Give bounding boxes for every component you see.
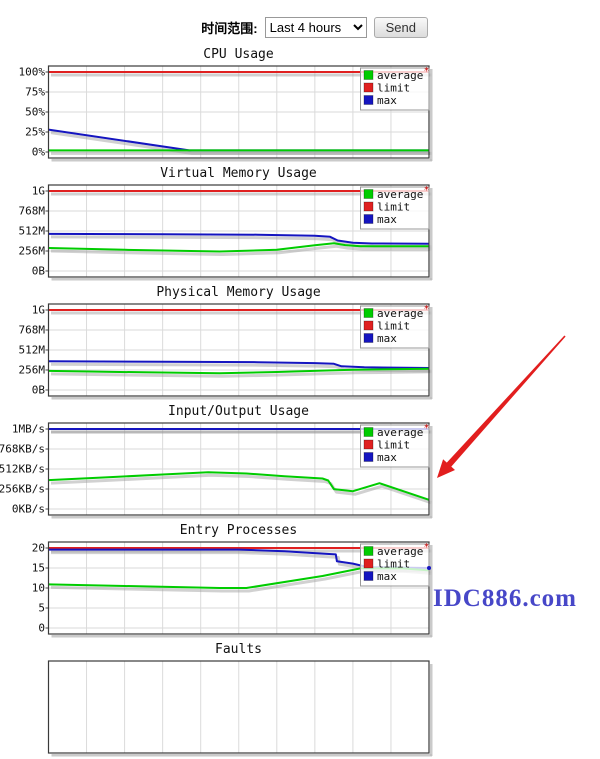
chart-entry-processes: Entry Processes 0 5 10 15 20 average limit max * [0,521,440,640]
svg-text:768KB/s: 768KB/s [0,443,45,456]
charts-container: CPU Usage 0% 25% 50% 75% 100% average limit max… [0,45,600,759]
svg-text:768M: 768M [19,324,46,337]
svg-text:1MB/s: 1MB/s [12,423,45,436]
svg-text:limit: limit [377,439,410,452]
faults-plot [47,660,433,757]
chart-title: Entry Processes [179,523,298,538]
svg-text:768M: 768M [19,205,46,218]
svg-text:15: 15 [32,562,45,575]
svg-text:256M: 256M [19,245,46,258]
chart-title: Physical Memory Usage [156,285,321,300]
svg-text:average: average [377,69,423,82]
svg-text:0B: 0B [32,384,46,397]
time-range-label: 时间范围: [201,20,258,36]
svg-text:max: max [377,451,397,464]
svg-text:*: * [424,66,430,77]
svg-text:*: * [424,304,430,315]
svg-text:1G: 1G [32,304,45,317]
svg-text:limit: limit [377,320,410,333]
chart-title: Virtual Memory Usage [160,166,317,181]
svg-text:average: average [377,307,423,320]
svg-text:0%: 0% [32,146,46,159]
send-button[interactable]: Send [373,16,428,38]
svg-text:limit: limit [377,201,410,214]
svg-text:25%: 25% [25,126,45,139]
svg-text:average: average [377,426,423,439]
svg-text:max: max [377,213,397,226]
svg-text:5: 5 [38,602,45,615]
svg-text:max: max [377,332,397,345]
svg-text:50%: 50% [25,106,45,119]
chart-faults: Faults [0,640,440,759]
svg-text:average: average [377,545,423,558]
chart-cpu-usage: CPU Usage 0% 25% 50% 75% 100% average limit max… [0,45,440,164]
svg-text:0KB/s: 0KB/s [12,503,45,516]
svg-text:limit: limit [377,82,410,95]
svg-text:256KB/s: 256KB/s [0,483,45,496]
svg-text:1G: 1G [32,185,45,198]
svg-text:256M: 256M [19,364,46,377]
svg-text:*: * [424,423,430,434]
chart-title: Faults [215,642,262,657]
chart-io-usage: Input/Output Usage 0KB/s 256KB/s 512KB/s 76… [0,402,440,521]
chart-virtual-memory: Virtual Memory Usage 0B 256M 512M 768M 1G ave… [0,164,440,283]
svg-text:limit: limit [377,558,410,571]
svg-text:512M: 512M [19,344,46,357]
svg-text:0B: 0B [32,265,46,278]
svg-text:512KB/s: 512KB/s [0,463,45,476]
time-range-toolbar: 时间范围: Last 4 hours Send [0,0,600,38]
svg-text:20: 20 [32,542,45,555]
time-range-select[interactable]: Last 4 hours [264,16,367,38]
chart-title: CPU Usage [203,47,274,62]
svg-text:75%: 75% [25,86,45,99]
svg-text:average: average [377,188,423,201]
svg-text:100%: 100% [19,66,46,79]
chart-physical-memory: Physical Memory Usage 0B 256M 512M 768M 1G av… [0,283,440,402]
svg-text:*: * [424,542,430,553]
io-usage-plot: 0KB/s 256KB/s 512KB/s 768KB/s 1MB/s averageli… [0,422,433,519]
chart-title: Input/Output Usage [168,404,309,419]
svg-text:max: max [377,570,397,583]
svg-text:max: max [377,94,397,107]
svg-text:*: * [424,185,430,196]
svg-text:512M: 512M [19,225,46,238]
svg-text:10: 10 [32,582,45,595]
svg-text:0: 0 [38,622,45,635]
